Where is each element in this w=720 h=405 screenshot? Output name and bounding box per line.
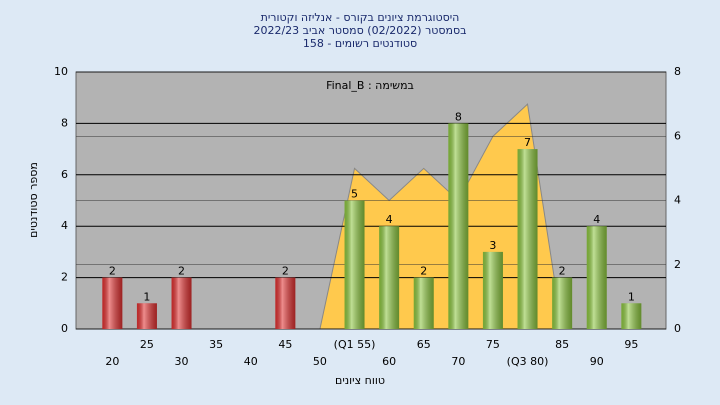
x-tick-label: 45 xyxy=(278,338,292,351)
value-label: 2 xyxy=(178,265,185,278)
bar-shine xyxy=(448,123,469,330)
y2-tick-label: 6 xyxy=(674,129,681,142)
x-tick-label: 75 xyxy=(486,338,500,351)
value-label: 4 xyxy=(386,213,393,226)
x-tick-label: 35 xyxy=(209,338,223,351)
value-label: 2 xyxy=(282,265,289,278)
x-tick-label: 40 xyxy=(244,355,258,368)
y-tick-label: 10 xyxy=(54,65,68,78)
value-label: 2 xyxy=(420,265,427,278)
y-tick-label: 4 xyxy=(61,219,68,232)
value-label: 1 xyxy=(628,290,635,303)
y2-tick-label: 2 xyxy=(674,258,681,271)
annotation: Final_B : במשימה xyxy=(326,79,414,92)
x-tick-label: (Q3 80) xyxy=(507,355,549,368)
y2-tick-label: 4 xyxy=(674,194,681,207)
bar-shine xyxy=(413,277,434,329)
bar-shine xyxy=(586,226,607,329)
value-label: 2 xyxy=(109,265,116,278)
chart-title: היסטוגרמת ציונים בקורס - אנליזה וקטורית xyxy=(261,11,460,24)
bar-shine xyxy=(102,277,123,329)
y-tick-label: 8 xyxy=(61,116,68,129)
x-tick-label: 25 xyxy=(140,338,154,351)
y2-tick-label: 0 xyxy=(674,322,681,335)
y-tick-label: 2 xyxy=(61,271,68,284)
chart-subtitle: סטודנטים רשומים - 158 xyxy=(303,37,417,50)
x-tick-label: 60 xyxy=(382,355,396,368)
value-label: 8 xyxy=(455,110,462,123)
x-tick-label: 30 xyxy=(175,355,189,368)
x-tick-label: 65 xyxy=(417,338,431,351)
bar-shine xyxy=(275,277,296,329)
x-axis-label: טווח ציונים xyxy=(335,374,385,387)
bar-shine xyxy=(552,277,573,329)
value-label: 1 xyxy=(143,290,150,303)
bar-shine xyxy=(379,226,400,329)
bar-shine xyxy=(517,149,538,329)
x-tick-label: 50 xyxy=(313,355,327,368)
value-label: 5 xyxy=(351,188,358,201)
x-tick-label: (Q1 55) xyxy=(334,338,376,351)
y-axis-label: מספר סטודנטים xyxy=(27,162,40,238)
value-label: 3 xyxy=(489,239,496,252)
value-label: 4 xyxy=(593,213,600,226)
x-tick-label: 20 xyxy=(105,355,119,368)
x-tick-label: 85 xyxy=(555,338,569,351)
bar-shine xyxy=(482,251,503,329)
value-label: 7 xyxy=(524,136,531,149)
x-tick-label: 95 xyxy=(624,338,638,351)
chart-subtitle: בסמסטר (02/2022) סמסטר אביב 2022/23 xyxy=(253,24,466,37)
y2-tick-label: 8 xyxy=(674,65,681,78)
y-tick-label: 6 xyxy=(61,168,68,181)
value-label: 2 xyxy=(559,265,566,278)
bar-shine xyxy=(621,303,642,329)
bar-shine xyxy=(136,303,157,329)
x-tick-label: 70 xyxy=(451,355,465,368)
bar-shine xyxy=(344,200,365,329)
y-tick-label: 0 xyxy=(61,322,68,335)
bar-shine xyxy=(171,277,192,329)
x-tick-label: 90 xyxy=(590,355,604,368)
